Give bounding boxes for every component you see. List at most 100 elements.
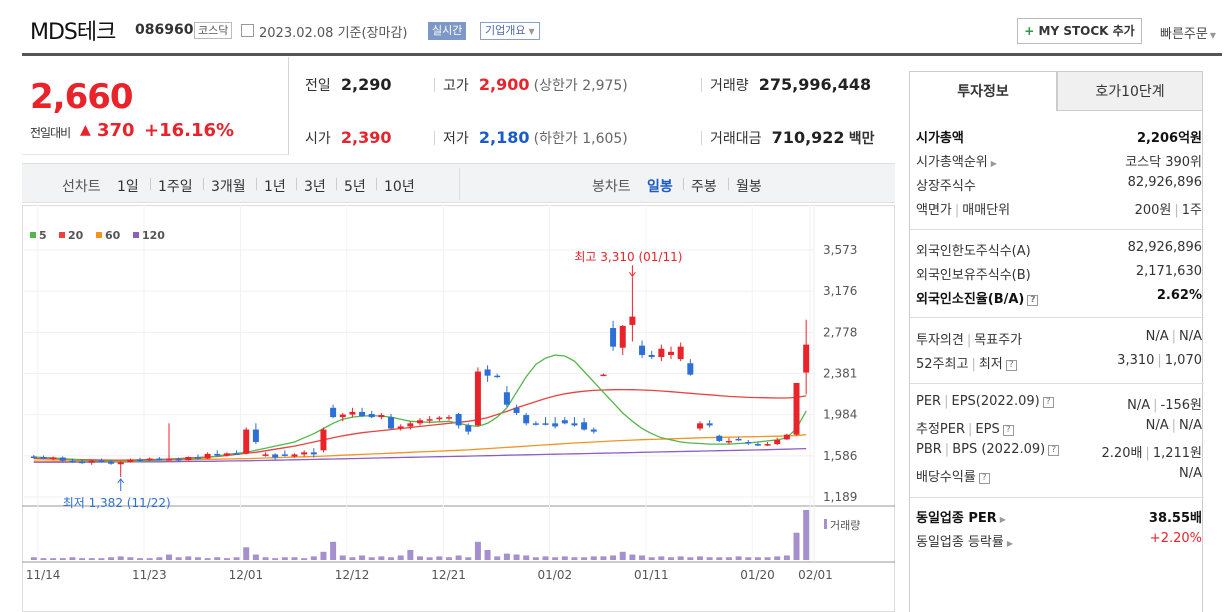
volume-bar <box>706 557 713 560</box>
trade-unit-label: 매매단위 <box>962 203 1011 218</box>
help-icon[interactable]: ? <box>978 473 990 484</box>
volume-bar <box>223 558 230 560</box>
candle-monthly[interactable]: 월봉 <box>736 179 762 195</box>
help-icon[interactable]: ? <box>1005 360 1017 371</box>
candle-body <box>754 444 761 446</box>
pbr-value: 2.20배 <box>1101 446 1143 461</box>
y-tick-label: 3,573 <box>823 243 857 257</box>
period-3y[interactable]: 3년 <box>304 179 326 195</box>
candle-weekly[interactable]: 주봉 <box>691 179 717 195</box>
volume-bar <box>426 557 433 560</box>
w52-high-label: 52주최고 <box>916 357 969 372</box>
candle-body <box>108 461 115 464</box>
volume-bar <box>523 555 530 560</box>
candle-daily[interactable]: 일봉 <box>647 179 673 195</box>
sector-change-row[interactable]: 동일업종 등락률 ▶ +2.20% <box>916 531 1202 553</box>
candle-body <box>696 423 703 429</box>
period-1w[interactable]: 1주일 <box>158 179 193 195</box>
volume-bar <box>320 551 327 560</box>
mystock-label: MY STOCK 추가 <box>1038 24 1135 38</box>
candle-body <box>50 457 57 460</box>
candle-body <box>127 459 134 463</box>
par-label: 액면가 <box>916 203 952 218</box>
amount-value: 710,922 <box>771 128 845 147</box>
realtime-button[interactable]: 실시간 <box>428 22 467 40</box>
open-value: 2,390 <box>340 128 392 147</box>
volume-bar <box>803 510 810 560</box>
volume-bar <box>272 558 279 560</box>
bps-value: 1,211원 <box>1152 446 1202 461</box>
volume-label: 거래량 <box>710 78 749 94</box>
candle-body <box>513 407 520 413</box>
help-icon[interactable]: ? <box>1048 445 1060 456</box>
volume-bar <box>349 557 356 560</box>
base-date: 2023.02.08 기준(장마감) <box>259 26 408 41</box>
corp-info-dropdown[interactable]: 기업개요 ▼ <box>480 22 540 40</box>
candle-body <box>40 457 47 459</box>
mystock-add-button[interactable]: + MY STOCK 추가 <box>1017 18 1142 44</box>
high-arrow-head <box>628 271 636 278</box>
est-per-value: N/A <box>1145 418 1169 433</box>
market-cap-row: 시가총액 2,206억원 <box>916 127 1202 149</box>
low-value: 2,180 <box>478 128 530 147</box>
candle-body <box>146 458 153 461</box>
period-10y[interactable]: 10년 <box>384 179 415 195</box>
candle-body <box>88 460 95 463</box>
opinion-label: 투자의견 <box>916 333 964 348</box>
divider <box>434 131 435 145</box>
legend-label: 20 <box>68 229 84 242</box>
period-1d[interactable]: 1일 <box>117 179 139 195</box>
volume-bar <box>677 556 684 560</box>
volume-bar <box>368 557 375 560</box>
candle-body <box>262 454 269 456</box>
quick-order-link[interactable]: 빠른주문 ▼ <box>1160 23 1216 42</box>
w52-high-value: 3,310 <box>1117 353 1155 368</box>
candle-body <box>629 316 636 325</box>
est-per-label: 추정PER <box>916 422 966 437</box>
cap-rank-row[interactable]: 시가총액순위 ▶ 코스닥 390위 <box>916 151 1202 173</box>
volume-bar <box>783 555 790 560</box>
period-3m[interactable]: 3개월 <box>211 179 246 195</box>
help-icon[interactable]: ? <box>1027 295 1039 306</box>
candle-body <box>725 440 732 443</box>
x-tick-label: 02/01 <box>798 568 833 582</box>
trade-unit-value: 1주 <box>1181 203 1202 218</box>
volume-bar <box>30 557 37 560</box>
sector-per-row[interactable]: 동일업종 PER ▶ 38.55배 <box>916 507 1202 529</box>
low-cell: 저가 2,180 (하한가 1,605) <box>443 128 628 148</box>
chevron-right-icon: ▶ <box>999 515 1006 524</box>
foreign-limit-value: 82,926,896 <box>1127 240 1202 255</box>
target-label: 목표주가 <box>974 333 1023 348</box>
candle-body <box>735 438 742 441</box>
help-icon[interactable]: ? <box>1002 425 1014 436</box>
tab-hoga-10[interactable]: 호가10단계 <box>1057 71 1203 111</box>
stock-chart[interactable]: 3,573 3,176 2,778 2,381 1,984 1,586 1,189 11/14… <box>22 205 895 612</box>
per-label: PER <box>916 394 942 409</box>
candle-body <box>648 354 655 358</box>
x-tick-label: 01/02 <box>538 568 573 582</box>
volume-bar <box>214 557 221 560</box>
volume-bar <box>610 555 617 560</box>
volume-cell: 거래량 275,996,448 <box>710 75 871 95</box>
current-price: 2,660 <box>30 77 134 117</box>
x-tick-label: 12/01 <box>229 568 264 582</box>
candle-body <box>658 348 665 358</box>
period-1y[interactable]: 1년 <box>264 179 286 195</box>
up-triangle-icon: ▲ <box>80 122 91 138</box>
volume-bar <box>494 556 501 560</box>
y-tick-label: 2,778 <box>823 325 857 339</box>
candle-body <box>774 439 781 445</box>
x-tick-label: 12/21 <box>431 568 466 582</box>
calendar-icon <box>241 24 254 37</box>
help-icon[interactable]: ? <box>1042 397 1054 408</box>
candle-body <box>619 325 626 348</box>
tab-invest-info[interactable]: 투자정보 <box>909 71 1057 111</box>
candle-body <box>388 417 395 429</box>
cap-rank-value: 코스닥 390위 <box>1125 155 1202 170</box>
x-tick-label: 01/20 <box>740 568 775 582</box>
period-5y[interactable]: 5년 <box>344 179 366 195</box>
volume-bar <box>146 558 153 560</box>
volume-bar <box>50 558 57 560</box>
candle-body <box>600 374 607 377</box>
dividend-value: N/A <box>1179 466 1202 481</box>
